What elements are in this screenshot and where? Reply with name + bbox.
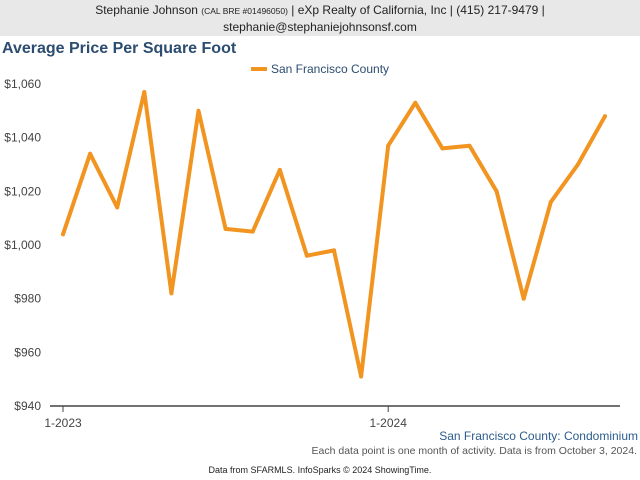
data-point[interactable]	[359, 374, 364, 379]
y-tick-label: $980	[14, 292, 41, 306]
data-point[interactable]	[304, 253, 309, 258]
y-tick-label: $1,040	[4, 131, 41, 145]
data-point[interactable]	[494, 189, 499, 194]
data-point[interactable]	[575, 162, 580, 167]
data-point[interactable]	[386, 143, 391, 148]
x-axis-ticks: 1-2023 1-2024	[44, 406, 407, 430]
data-point[interactable]	[521, 296, 526, 301]
y-tick-label: $1,060	[4, 77, 41, 91]
data-point[interactable]	[548, 200, 553, 205]
agent-header: Stephanie Johnson (CAL BRE #01496050) | …	[0, 0, 640, 36]
data-point[interactable]	[61, 232, 65, 237]
y-tick-label: $940	[14, 399, 41, 413]
data-point[interactable]	[169, 291, 174, 296]
chart-subtitle: San Francisco County: Condominium	[439, 429, 638, 443]
source-note: Data from SFARMLS. InfoSparks © 2024 Sho…	[208, 465, 432, 475]
data-point[interactable]	[142, 90, 147, 95]
chart-title: Average Price Per Square Foot	[2, 40, 237, 57]
series-line-san-francisco-county[interactable]	[61, 90, 607, 379]
data-point[interactable]	[250, 229, 255, 234]
legend-label: San Francisco County	[270, 62, 390, 76]
data-point[interactable]	[603, 114, 607, 119]
y-tick-label: $1,020	[4, 184, 41, 198]
legend-swatch	[250, 66, 267, 71]
series-group	[61, 90, 607, 379]
y-tick-label: $960	[14, 345, 41, 359]
x-tick-label: 1-2023	[44, 416, 82, 430]
y-axis-ticks: $1,060 $1,040 $1,020 $1,000 $980 $960 $940	[4, 77, 41, 413]
data-note: Each data point is one month of activity…	[311, 445, 637, 457]
data-point[interactable]	[223, 226, 228, 231]
x-tick-label: 1-2024	[370, 416, 408, 430]
legend[interactable]: San Francisco County	[0, 62, 640, 76]
data-point[interactable]	[277, 167, 282, 172]
data-point[interactable]	[440, 146, 445, 151]
data-point[interactable]	[413, 100, 418, 105]
data-point[interactable]	[332, 248, 336, 253]
agent-details: | eXp Realty of California, Inc | (415) …	[291, 3, 545, 17]
agent-license: (CAL BRE #01496050)	[201, 6, 288, 16]
data-point[interactable]	[196, 108, 201, 113]
data-point[interactable]	[88, 151, 93, 156]
data-point[interactable]	[115, 205, 120, 210]
data-point[interactable]	[467, 143, 472, 148]
y-tick-label: $1,000	[4, 238, 41, 252]
agent-name: Stephanie Johnson	[95, 3, 198, 17]
agent-email[interactable]: stephanie@stephaniejohnsonsf.com	[223, 20, 417, 34]
